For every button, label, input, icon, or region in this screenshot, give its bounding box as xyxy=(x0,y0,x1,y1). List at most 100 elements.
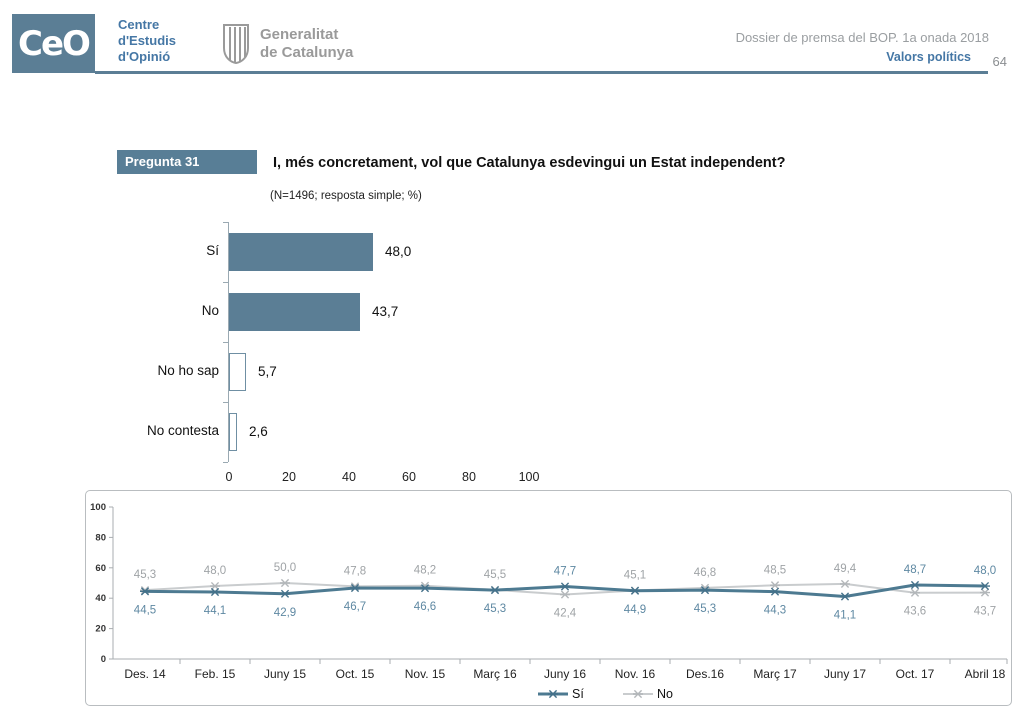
line-chart: 0 20 40 60 80 100 Des. 14 Feb. 15 Juny 15 Oct. 15… xyxy=(85,490,1012,706)
ceo-logo: CeO xyxy=(12,14,95,73)
bar-value-label: 43,7 xyxy=(372,304,399,319)
series-data-label-Sí: 46,6 xyxy=(414,601,436,613)
bar-chart-x-tick-label: 80 xyxy=(462,470,476,484)
series-data-label-Sí: 44,5 xyxy=(134,604,156,616)
series-data-label-Sí: 44,1 xyxy=(204,605,226,617)
line-chart-x-category-label: Juny 16 xyxy=(544,667,586,681)
generalitat-name-line: Generalitat xyxy=(260,26,339,43)
line-chart-y-tick-label: 80 xyxy=(95,532,106,543)
bar-category-label: Sí xyxy=(206,243,219,258)
bar-chart-x-tick-label: 60 xyxy=(402,470,416,484)
bar-value-label: 48,0 xyxy=(385,244,412,259)
bar xyxy=(229,233,373,271)
series-data-label-Sí: 48,7 xyxy=(904,564,926,576)
generalitat-name-line: de Catalunya xyxy=(260,44,354,61)
bar-value-label: 5,7 xyxy=(258,364,277,379)
series-marker-Sí xyxy=(910,580,920,590)
series-data-label-Sí: 47,7 xyxy=(554,565,576,577)
bar-category-label: No xyxy=(201,303,219,318)
series-marker-Sí xyxy=(490,586,500,595)
org-name: Centre d'Estudis d'Opinió xyxy=(118,17,176,65)
series-data-label-No: 48,0 xyxy=(204,565,226,577)
series-data-label-No: 45,1 xyxy=(624,569,646,581)
line-chart-x-category-label: Nov. 16 xyxy=(615,667,656,681)
line-chart-x-category-label: Des. 14 xyxy=(124,667,166,681)
series-data-label-Sí: 45,3 xyxy=(694,603,716,615)
line-chart-y-tick-label: 0 xyxy=(101,654,106,665)
series-data-label-Sí: 46,7 xyxy=(344,601,366,613)
series-data-label-No: 43,7 xyxy=(974,606,996,618)
bar-category-label: No contesta xyxy=(146,423,219,438)
line-chart-x-category-label: Oct. 15 xyxy=(336,667,375,681)
line-chart-svg: 0 20 40 60 80 100 Des. 14 Feb. 15 Juny 15 Oct. 15… xyxy=(90,502,1008,701)
bar-category-label: No ho sap xyxy=(157,363,219,378)
line-chart-x-category-label: Feb. 15 xyxy=(195,667,236,681)
series-marker-Sí xyxy=(980,581,990,591)
line-chart-y-tick-label: 40 xyxy=(95,593,106,604)
org-name-line: Centre xyxy=(118,17,160,32)
header-divider xyxy=(95,71,988,74)
series-data-label-Sí: 45,3 xyxy=(484,603,506,615)
generalitat-block: Generalitat de Catalunya xyxy=(222,24,353,64)
series-data-label-Sí: 42,9 xyxy=(274,607,296,619)
bar-value-label: 2,6 xyxy=(249,424,268,439)
org-name-line: d'Opinió xyxy=(118,49,171,64)
series-data-label-No: 45,3 xyxy=(134,569,156,581)
generalitat-shield-icon xyxy=(223,24,249,64)
bar-chart-x-tick-label: 40 xyxy=(342,470,356,484)
series-data-label-No: 47,8 xyxy=(344,565,366,577)
legend-label-Sí: Sí xyxy=(572,687,584,701)
series-marker-Sí xyxy=(350,583,360,593)
series-data-label-No: 50,0 xyxy=(274,562,296,574)
series-data-label-Sí: 44,9 xyxy=(624,604,646,616)
series-marker-No xyxy=(770,581,780,590)
series-data-label-No: 46,8 xyxy=(694,567,716,579)
series-marker-No xyxy=(210,581,220,591)
bar-chart-y-tick xyxy=(223,462,228,463)
line-chart-x-category-label: Abril 18 xyxy=(965,667,1006,681)
dossier-title: Dossier de premsa del BOP. 1a onada 2018 xyxy=(735,30,989,45)
bar-chart-x-tick-label: 100 xyxy=(518,470,540,484)
bar-chart-x-tick-label: 20 xyxy=(282,470,296,484)
legend-label-No: No xyxy=(657,687,673,701)
line-chart-x-category-label: Març 16 xyxy=(473,667,517,681)
series-marker-Sí xyxy=(770,587,780,596)
section-title: Valors polítics xyxy=(886,50,971,64)
line-chart-y-tick-label: 20 xyxy=(95,624,106,635)
series-marker-No xyxy=(910,588,920,597)
series-data-label-No: 49,4 xyxy=(834,563,857,575)
org-name-line: d'Estudis xyxy=(118,33,176,48)
bar-chart-y-tick xyxy=(223,402,228,403)
series-marker-Sí xyxy=(560,582,570,591)
series-data-label-No: 48,5 xyxy=(764,564,786,576)
series-marker-No xyxy=(560,590,570,599)
series-data-label-No: 43,6 xyxy=(904,606,926,618)
bar-chart-x-tick-label: 0 xyxy=(225,470,233,484)
line-chart-x-category-label: Nov. 15 xyxy=(405,667,446,681)
line-chart-x-category-label: Oct. 17 xyxy=(896,667,935,681)
series-data-label-Sí: 48,0 xyxy=(974,565,996,577)
generalitat-name: Generalitat de Catalunya xyxy=(260,26,353,62)
line-chart-x-category-label: Març 17 xyxy=(753,667,797,681)
line-chart-x-category-label: Des.16 xyxy=(686,667,724,681)
bar xyxy=(229,353,246,391)
series-marker-Sí xyxy=(700,586,710,595)
page-number: 64 xyxy=(992,54,1007,69)
line-chart-y-tick-label: 100 xyxy=(90,502,106,513)
series-data-label-No: 45,5 xyxy=(484,569,506,581)
ceo-logo-text: CeO xyxy=(18,23,91,64)
question-tag: Pregunta 31 xyxy=(117,150,257,174)
question-subtitle: (N=1496; resposta simple; %) xyxy=(270,190,422,202)
bar-chart-y-axis xyxy=(228,222,229,462)
bar-chart-y-tick xyxy=(223,342,228,343)
series-data-label-No: 42,4 xyxy=(554,608,577,620)
bar-chart-y-tick xyxy=(223,222,228,223)
series-data-label-Sí: 41,1 xyxy=(834,610,856,622)
series-marker-No xyxy=(280,578,290,588)
series-marker-No xyxy=(840,579,850,589)
series-data-label-Sí: 44,3 xyxy=(764,605,786,617)
series-marker-Sí xyxy=(140,587,150,596)
bar-chart-y-tick xyxy=(223,282,228,283)
series-marker-Sí xyxy=(420,584,430,593)
line-chart-x-category-label: Juny 17 xyxy=(824,667,866,681)
